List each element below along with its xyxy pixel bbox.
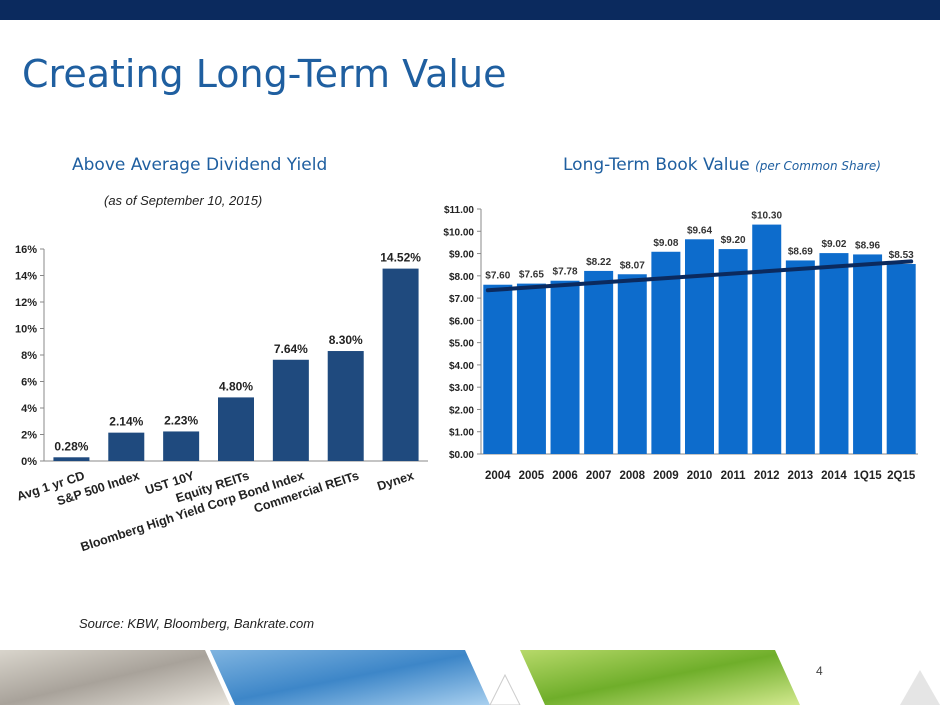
- yield-bar: [163, 431, 200, 461]
- top-banner: [0, 0, 940, 20]
- yield-bar: [327, 351, 364, 461]
- book-value-data-label: $9.64: [687, 225, 712, 236]
- y-tick-label: 8%: [21, 350, 37, 362]
- book-value-data-label: $8.22: [586, 257, 611, 268]
- book-value-category-label: 2010: [687, 470, 713, 482]
- book-value-title: Long-Term Book Value: [563, 155, 750, 175]
- book-value-bar: [785, 260, 815, 454]
- source-note: Source: KBW, Bloomberg, Bankrate.com: [79, 616, 315, 631]
- book-value-bar: [819, 253, 849, 454]
- y-tick-label: 12%: [15, 297, 37, 309]
- y-tick-label: $2.00: [449, 405, 474, 416]
- book-value-bar: [853, 254, 883, 454]
- y-tick-label: $4.00: [449, 361, 474, 372]
- gray-triangle-left: [489, 673, 521, 705]
- y-tick-label: $9.00: [449, 250, 474, 261]
- yield-data-label: 4.80%: [219, 379, 253, 393]
- yield-data-label: 8.30%: [329, 333, 363, 347]
- yield-data-label: 0.28%: [54, 439, 88, 453]
- dividend-yield-date-note: (as of September 10, 2015): [104, 193, 263, 208]
- book-value-data-label: $7.78: [553, 267, 578, 278]
- book-value-data-label: $9.20: [721, 235, 746, 246]
- book-value-bar: [651, 251, 681, 454]
- book-value-bar: [752, 224, 782, 454]
- y-tick-label: 10%: [15, 324, 37, 336]
- book-value-data-label: $7.65: [519, 270, 544, 281]
- book-value-data-label: $9.08: [653, 238, 678, 249]
- yield-data-label: 14.52%: [380, 251, 421, 265]
- dividend-yield-title: Above Average Dividend Yield: [72, 155, 328, 175]
- y-tick-label: $7.00: [449, 294, 474, 305]
- book-value-title-group: Long-Term Book Value (per Common Share): [563, 155, 881, 175]
- book-value-category-label: 2Q15: [887, 470, 916, 482]
- book-value-bar: [685, 239, 714, 454]
- book-value-category-label: 1Q15: [854, 470, 883, 482]
- y-tick-label: 16%: [15, 244, 37, 256]
- yield-bar: [272, 359, 309, 461]
- y-tick-label: 0%: [21, 456, 37, 468]
- y-tick-label: $10.00: [443, 227, 474, 238]
- yield-bar: [108, 432, 145, 461]
- book-value-category-label: 2009: [653, 470, 679, 482]
- book-value-category-label: 2011: [721, 470, 747, 482]
- book-value-bar: [584, 270, 614, 454]
- y-tick-label: 2%: [21, 430, 37, 442]
- book-value-bar: [483, 284, 513, 454]
- book-value-trend-line: [485, 259, 914, 293]
- y-tick-label: 6%: [21, 377, 37, 389]
- y-tick-label: $5.00: [449, 339, 474, 350]
- y-tick-label: $6.00: [449, 316, 474, 327]
- yield-data-label: 2.23%: [164, 413, 198, 427]
- page-title: Creating Long-Term Value: [22, 52, 507, 96]
- book-value-data-label: $8.69: [788, 246, 813, 257]
- sky-photo: [210, 650, 490, 705]
- y-tick-label: 14%: [15, 271, 37, 283]
- book-value-data-label: $8.96: [855, 240, 880, 251]
- book-value-bar: [516, 283, 546, 454]
- book-value-bar: [550, 280, 580, 454]
- y-tick-label: $8.00: [449, 272, 474, 283]
- yield-bar: [218, 397, 254, 461]
- book-value-category-label: 2014: [821, 470, 847, 482]
- yield-bar: [53, 457, 90, 461]
- footer-image-strip: [0, 650, 940, 705]
- book-value-data-label: $10.30: [751, 211, 782, 222]
- yield-bar: [382, 268, 419, 461]
- book-value-title-note: (per Common Share): [755, 159, 881, 173]
- book-value-category-label: 2006: [552, 470, 578, 482]
- book-value-category-label: 2007: [586, 470, 612, 482]
- page-number: 4: [816, 664, 823, 678]
- book-value-bar: [617, 274, 647, 454]
- book-value-data-label: $9.02: [821, 239, 846, 250]
- yield-data-label: 7.64%: [274, 342, 308, 356]
- book-value-data-label: $8.53: [889, 250, 914, 261]
- book-value-data-label: $8.07: [620, 260, 645, 271]
- y-tick-label: $3.00: [449, 383, 474, 394]
- book-value-category-label: 2012: [754, 470, 780, 482]
- gray-triangle-right: [900, 670, 940, 705]
- book-value-category-label: 2013: [788, 470, 814, 482]
- y-tick-label: $11.00: [444, 205, 474, 216]
- y-tick-label: 4%: [21, 403, 37, 415]
- rope-photo: [0, 650, 230, 705]
- book-value-bar: [886, 264, 916, 454]
- book-value-bar: [718, 249, 748, 454]
- book-value-data-label: $7.60: [485, 271, 510, 282]
- book-value-category-label: 2008: [619, 470, 645, 482]
- leaf-photo: [520, 650, 800, 705]
- y-tick-label: $1.00: [449, 428, 474, 439]
- yield-data-label: 2.14%: [109, 415, 143, 429]
- book-value-category-label: 2005: [519, 470, 545, 482]
- y-tick-label: $0.00: [449, 450, 474, 461]
- book-value-category-label: 2004: [485, 470, 511, 482]
